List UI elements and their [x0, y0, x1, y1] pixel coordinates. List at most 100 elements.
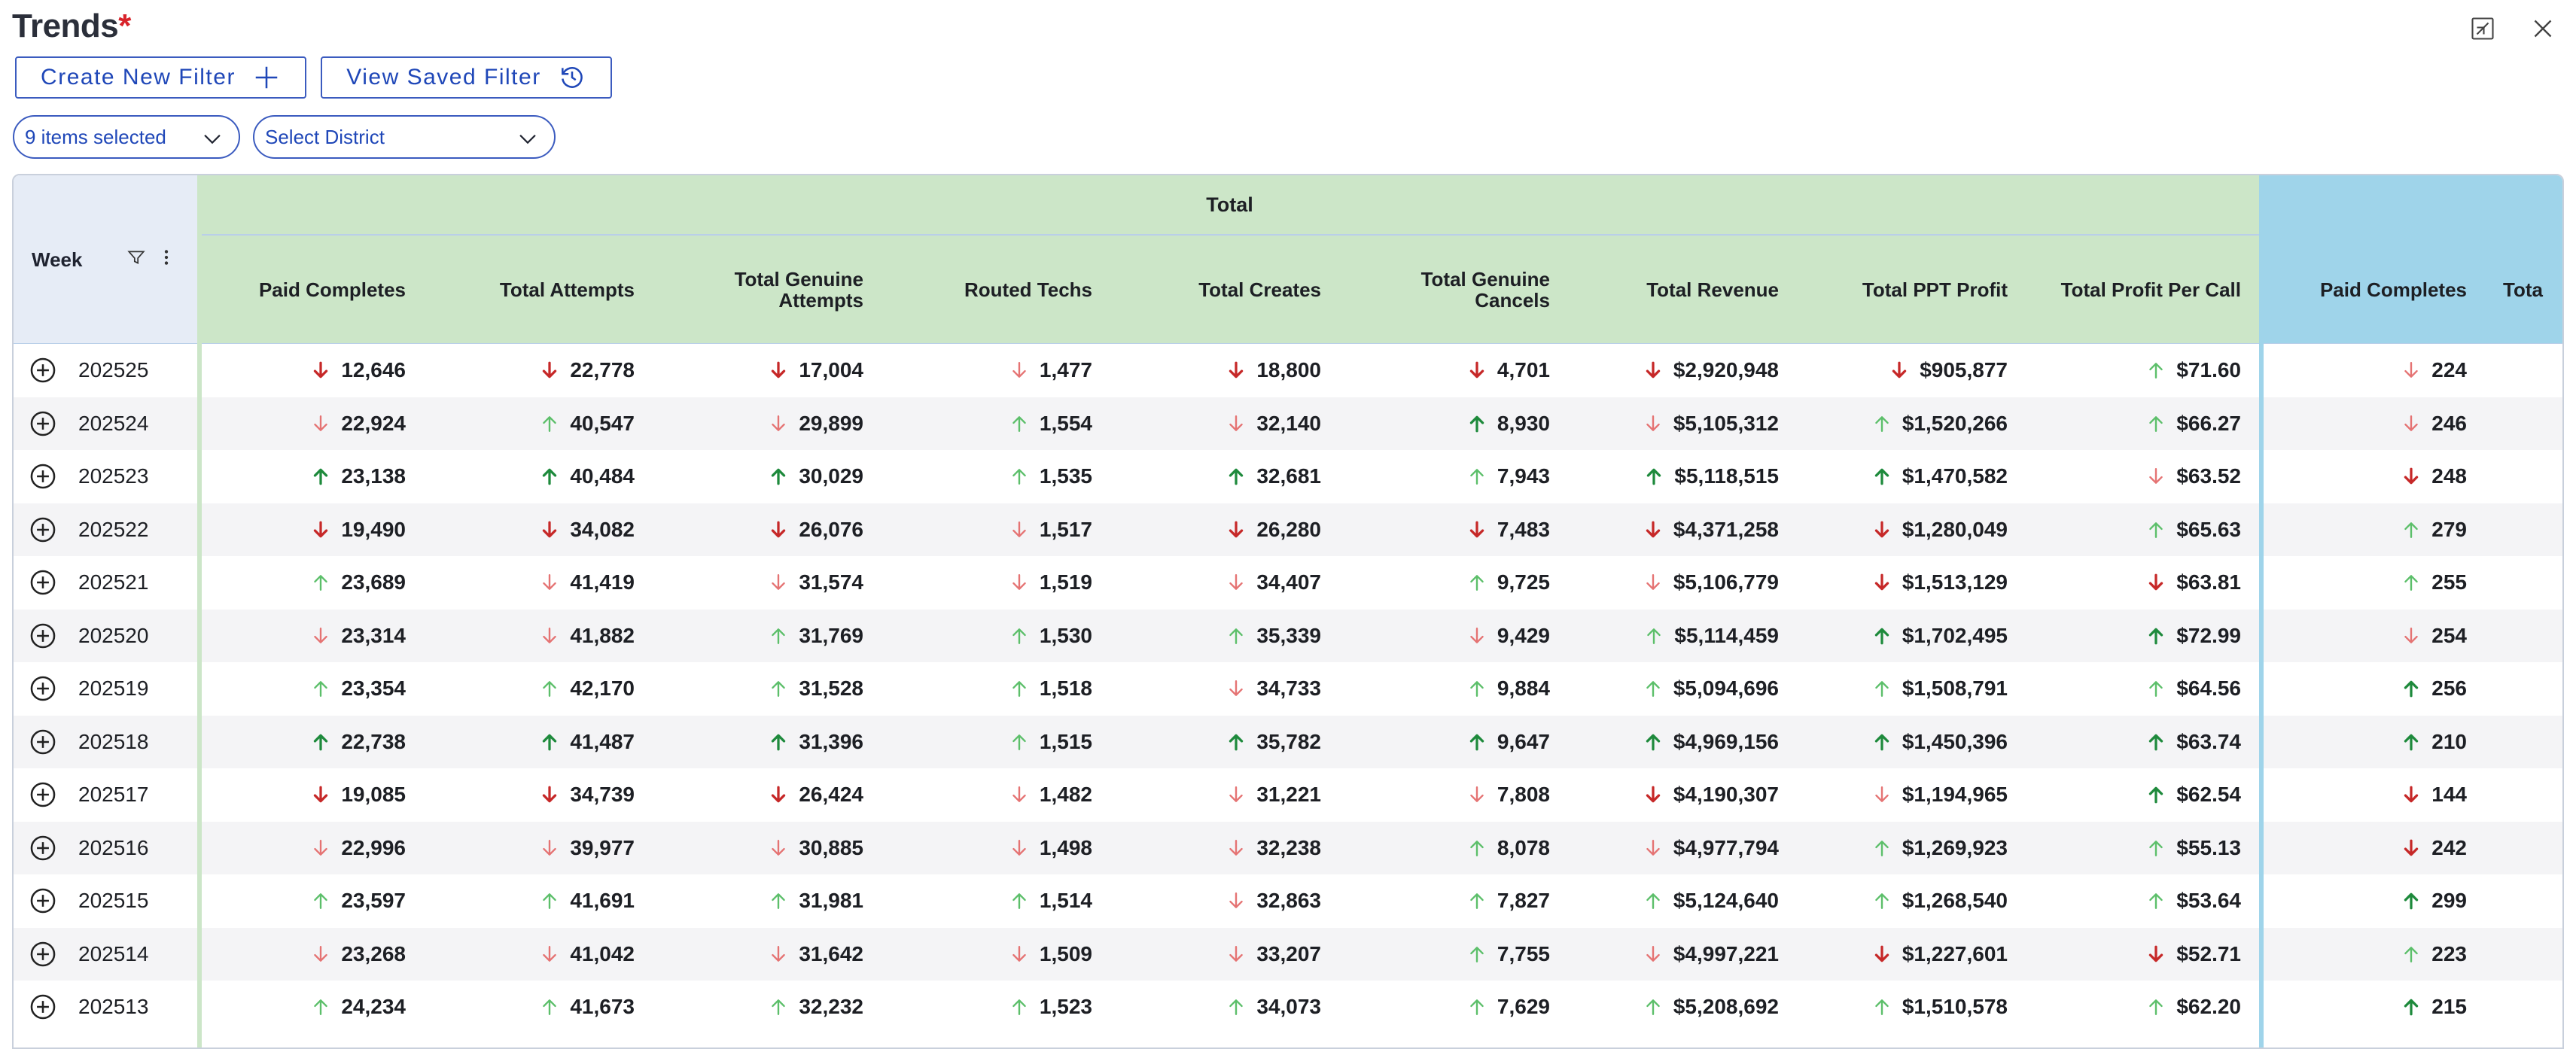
expand-row-icon[interactable]: [29, 622, 57, 650]
metric-value: 246: [2431, 411, 2467, 435]
expand-row-icon[interactable]: [29, 409, 57, 438]
metric-value: 18,800: [1256, 358, 1321, 382]
week-value: 202520: [78, 623, 149, 647]
metric-value: 17,004: [799, 358, 863, 382]
metric-cell: 41,882: [427, 610, 656, 662]
metric-cell: 279: [2262, 503, 2488, 556]
table-row[interactable]: 202514 23,268 41,042 31,642 1,509 33,207 7,755…: [14, 927, 2562, 981]
arrow-up-icon: [2149, 628, 2163, 644]
arrow-down-icon: [1229, 574, 1244, 590]
expand-row-icon[interactable]: [29, 780, 57, 809]
arrow-up-icon: [1875, 893, 1889, 909]
week-value: 202525: [78, 358, 149, 382]
metric-value: 32,681: [1256, 464, 1321, 488]
items-select[interactable]: 9 items selected: [13, 115, 240, 159]
column-header[interactable]: Total Revenue: [1571, 236, 1800, 344]
column-header[interactable]: Paid Completes: [2262, 236, 2488, 344]
metric-value: 9,884: [1497, 677, 1550, 700]
create-new-filter-button[interactable]: Create New Filter: [15, 56, 306, 99]
metric-value: $5,124,640: [1673, 889, 1779, 912]
metric-value: $4,997,221: [1673, 941, 1779, 965]
table-row[interactable]: 202515 23,597 41,691 31,981 1,514 32,863 7,827…: [14, 874, 2562, 927]
arrow-up-icon: [543, 468, 557, 485]
metric-cell: 19,085: [197, 768, 427, 821]
metric-value: 144: [2431, 783, 2467, 806]
arrow-down-icon: [772, 786, 786, 803]
week-cell: 202521: [14, 556, 197, 609]
metric-value: $64.56: [2176, 677, 2241, 700]
metric-value: 31,642: [799, 941, 863, 965]
metric-cell: $72.99: [2029, 610, 2262, 662]
metric-value: 40,547: [570, 411, 635, 435]
arrow-down-icon: [314, 361, 328, 379]
table-row[interactable]: 202516 22,996 39,977 30,885 1,498 32,238 8,078…: [14, 821, 2562, 874]
week-value: 202524: [78, 411, 149, 435]
column-header[interactable]: Total Profit Per Call: [2029, 236, 2262, 344]
week-cell: 202519: [14, 662, 197, 715]
filter-icon[interactable]: [126, 248, 146, 267]
table-row[interactable]: 202519 23,354 42,170 31,528 1,518 34,733 9,884…: [14, 662, 2562, 715]
arrow-up-icon: [2149, 734, 2163, 750]
expand-row-icon[interactable]: [29, 993, 57, 1021]
column-header[interactable]: Tota: [2488, 236, 2562, 344]
table-row[interactable]: 202520 23,314 41,882 31,769 1,530 35,339 9,429…: [14, 609, 2562, 662]
metric-cell: 31,981: [656, 874, 885, 927]
expand-row-icon[interactable]: [29, 940, 57, 968]
expand-row-icon[interactable]: [29, 834, 57, 862]
arrow-down-icon: [1229, 839, 1244, 856]
column-header[interactable]: Total Attempts: [427, 236, 656, 344]
table-row[interactable]: 202517 19,085 34,739 26,424 1,482 31,221 7,808…: [14, 768, 2562, 821]
group-divider-total: [197, 175, 202, 1047]
arrow-up-icon: [1229, 734, 1244, 750]
expand-row-icon[interactable]: [29, 674, 57, 703]
column-header[interactable]: Routed Techs: [885, 236, 1113, 344]
district-select-placeholder: Select District: [265, 125, 385, 148]
expand-row-icon[interactable]: [29, 356, 57, 385]
table-row[interactable]: 202523 23,138 40,484 30,029 1,535 32,681 7,943…: [14, 450, 2562, 503]
metric-value: $1,520,266: [1902, 411, 2008, 435]
collapse-button[interactable]: [2466, 12, 2499, 45]
metric-cell: 31,769: [656, 610, 885, 662]
table-row[interactable]: 202518 22,738 41,487 31,396 1,515 35,782 9,647…: [14, 715, 2562, 768]
district-select[interactable]: Select District: [253, 115, 556, 159]
expand-row-icon[interactable]: [29, 462, 57, 491]
column-header[interactable]: Total Genuine Cancels: [1342, 236, 1571, 344]
metric-value: 34,739: [570, 783, 635, 806]
metric-cell: $63.52: [2029, 450, 2262, 503]
metric-value: 31,769: [799, 623, 863, 647]
arrow-up-icon: [2149, 681, 2163, 697]
arrow-up-icon: [772, 734, 786, 750]
metric-cell: 35,782: [1113, 716, 1342, 768]
table-row[interactable]: 202521 23,689 41,419 31,574 1,519 34,407 9,725…: [14, 556, 2562, 609]
arrow-up-icon: [2404, 575, 2419, 591]
expand-row-icon[interactable]: [29, 886, 57, 915]
arrow-down-icon: [1012, 362, 1026, 378]
arrow-up-icon: [1012, 681, 1026, 697]
metric-cell: 31,528: [656, 662, 885, 715]
arrow-down-icon: [314, 627, 328, 643]
column-header[interactable]: Paid Completes: [197, 236, 427, 344]
more-vertical-icon[interactable]: [157, 248, 176, 267]
arrow-up-icon: [314, 681, 328, 697]
expand-row-icon[interactable]: [29, 728, 57, 756]
expand-row-icon[interactable]: [29, 568, 57, 597]
group-header-total-label: Total: [1206, 193, 1253, 216]
metric-cell: $55.13: [2029, 822, 2262, 874]
table-row[interactable]: 202513 24,234 41,673 32,232 1,523 34,073 7,629…: [14, 981, 2562, 1033]
column-header[interactable]: Total Genuine Attempts: [656, 236, 885, 344]
table-row[interactable]: 202522 19,490 34,082 26,076 1,517 26,280 7,483…: [14, 503, 2562, 556]
arrow-down-icon: [1874, 945, 1889, 962]
table-row[interactable]: 202525 12,646 22,778 17,004 1,477 18,800 4,701…: [14, 344, 2562, 397]
view-saved-filter-button[interactable]: View Saved Filter: [321, 56, 612, 99]
column-header[interactable]: Total PPT Profit: [1800, 236, 2029, 344]
expand-row-icon[interactable]: [29, 515, 57, 544]
close-button[interactable]: [2526, 12, 2559, 45]
metric-value: $63.81: [2176, 570, 2241, 594]
table-row[interactable]: 202524 22,924 40,547 29,899 1,554 32,140 8,930…: [14, 397, 2562, 450]
column-header[interactable]: Total Creates: [1113, 236, 1342, 344]
metric-cell: 1,535: [885, 450, 1113, 503]
arrow-up-icon: [1470, 946, 1484, 962]
metric-value: $5,106,779: [1673, 570, 1779, 594]
metric-value: 32,863: [1256, 889, 1321, 912]
metric-value: 254: [2431, 623, 2467, 647]
